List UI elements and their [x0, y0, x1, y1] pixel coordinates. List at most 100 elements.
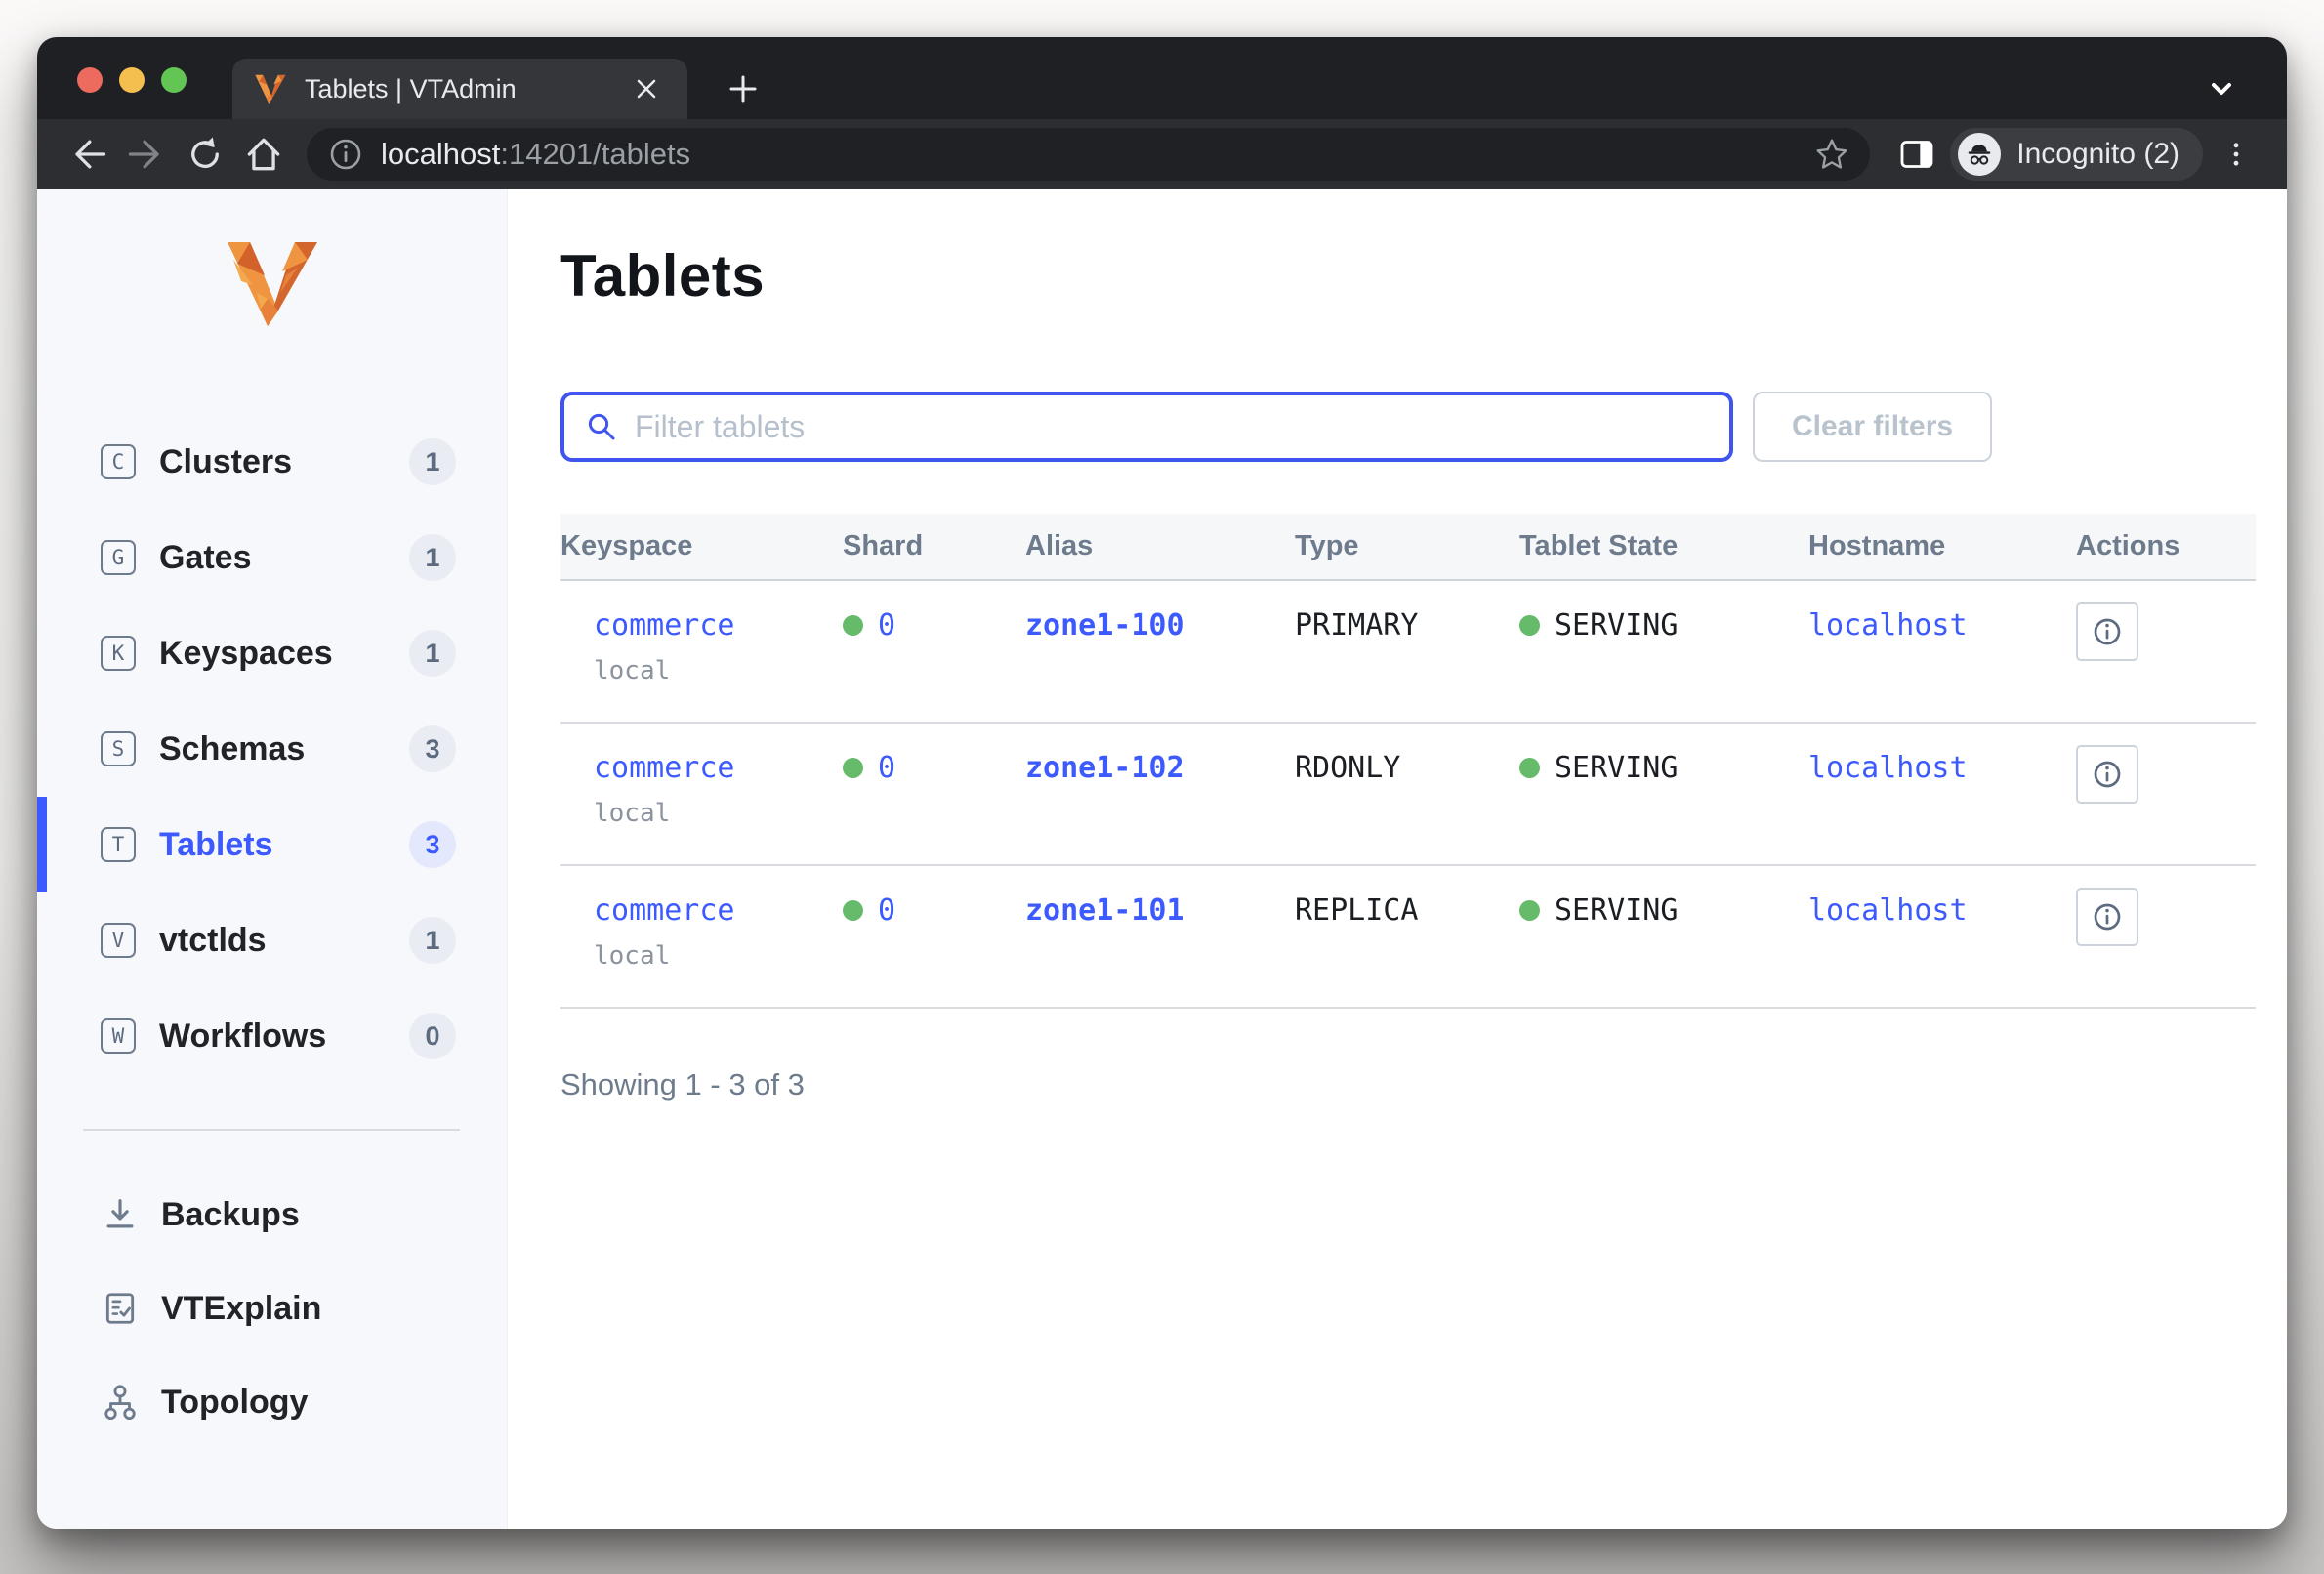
- keyspace-link[interactable]: commerce: [594, 751, 735, 785]
- nav-item-label: vtctlds: [159, 921, 267, 959]
- table-row: commerce local 0 zone1-100: [560, 581, 2256, 724]
- tablet-state-cell: SERVING: [1519, 751, 1808, 785]
- nav-letter-icon: V: [101, 923, 136, 958]
- nav-letter-icon: K: [101, 636, 136, 671]
- sidebar-nav-item[interactable]: S Schemas 3: [37, 701, 507, 797]
- back-button[interactable]: [62, 129, 113, 180]
- shard-link[interactable]: 0: [878, 893, 896, 928]
- actions-cell: [2076, 888, 2256, 946]
- backups-icon: [101, 1195, 140, 1234]
- count-badge: 3: [409, 821, 456, 868]
- selected-indicator-bar: [37, 510, 47, 605]
- nav-letter-icon: C: [101, 444, 136, 479]
- column-header: Hostname: [1808, 530, 1946, 561]
- sidebar-nav-item[interactable]: W Workflows 0: [37, 988, 507, 1084]
- tablet-state-label: SERVING: [1555, 893, 1679, 928]
- browser-tab[interactable]: Tablets | VTAdmin: [232, 59, 687, 119]
- traffic-lights: [77, 67, 187, 93]
- hostname-cell: localhost: [1808, 893, 2076, 928]
- sidebar-item-backups[interactable]: Backups: [37, 1168, 507, 1262]
- hostname-cell: localhost: [1808, 608, 2076, 642]
- hostname-link[interactable]: localhost: [1808, 608, 1968, 642]
- selected-indicator-bar: [37, 797, 47, 892]
- close-window-button[interactable]: [77, 67, 103, 93]
- url-text: localhost:14201/tablets: [381, 137, 691, 171]
- tablet-alias-link[interactable]: zone1-100: [1025, 608, 1184, 642]
- actions-cell: [2076, 602, 2256, 661]
- cluster-label: local: [594, 941, 671, 971]
- state-health-dot: [1519, 900, 1540, 921]
- home-button[interactable]: [238, 129, 289, 180]
- tab-strip: Tablets | VTAdmin: [37, 37, 2287, 119]
- side-panel-icon[interactable]: [1891, 129, 1942, 180]
- minimize-window-button[interactable]: [119, 67, 145, 93]
- selected-indicator-bar: [37, 701, 47, 797]
- sidebar-nav-item[interactable]: C Clusters 1: [37, 414, 507, 510]
- browser-menu-icon[interactable]: [2211, 129, 2262, 180]
- url-bar[interactable]: localhost:14201/tablets: [307, 128, 1871, 181]
- tablet-state-label: SERVING: [1555, 751, 1679, 785]
- reload-button[interactable]: [180, 129, 230, 180]
- column-header: Actions: [2076, 530, 2180, 561]
- results-summary: Showing 1 - 3 of 3: [560, 1067, 805, 1101]
- hostname-link[interactable]: localhost: [1808, 893, 1968, 928]
- shard-link[interactable]: 0: [878, 608, 896, 642]
- shard-link[interactable]: 0: [878, 751, 896, 785]
- table-header-row: Keyspace Shard Alias Type Tablet State Hostna…: [560, 514, 2256, 581]
- clear-filters-button[interactable]: Clear filters: [1753, 392, 1993, 462]
- tablet-info-button[interactable]: [2076, 745, 2138, 804]
- column-header: Alias: [1025, 530, 1094, 561]
- tab-search-chevron-icon[interactable]: [2199, 66, 2244, 111]
- filter-tablets-input[interactable]: [635, 408, 1710, 445]
- keyspace-cell: commerce local: [560, 608, 843, 685]
- hostname-link[interactable]: localhost: [1808, 751, 1968, 785]
- nav-item-label: Workflows: [159, 1016, 327, 1055]
- sidebar-item-vtexplain[interactable]: VTExplain: [37, 1262, 507, 1355]
- zoom-window-button[interactable]: [161, 67, 187, 93]
- cluster-label: local: [594, 656, 671, 685]
- sidebar-nav: C Clusters 1 G Gates 1 K Keyspaces: [37, 414, 507, 1084]
- keyspace-link[interactable]: commerce: [594, 608, 735, 642]
- sidebar: C Clusters 1 G Gates 1 K Keyspaces: [37, 189, 508, 1529]
- shard-cell: 0: [843, 751, 1025, 785]
- nav-letter-icon: W: [101, 1018, 136, 1054]
- state-health-dot: [1519, 615, 1540, 636]
- incognito-badge[interactable]: Incognito (2): [1950, 128, 2203, 181]
- tablet-alias-link[interactable]: zone1-101: [1025, 893, 1184, 928]
- shard-health-dot: [843, 758, 863, 778]
- nav-letter-icon: G: [101, 540, 136, 575]
- new-tab-button[interactable]: [721, 66, 766, 111]
- sidebar-nav-item[interactable]: V vtctlds 1: [37, 892, 507, 988]
- nav-item-label: Tablets: [159, 825, 273, 863]
- browser-window: Tablets | VTAdmin: [37, 37, 2287, 1529]
- tab-close-icon[interactable]: [627, 69, 666, 108]
- forward-button[interactable]: [121, 129, 172, 180]
- incognito-icon: [1958, 133, 2002, 176]
- sidebar-item-topology[interactable]: Topology: [37, 1355, 507, 1449]
- selected-indicator-bar: [37, 988, 47, 1084]
- sidebar-nav-item[interactable]: K Keyspaces 1: [37, 605, 507, 701]
- info-icon: [2094, 618, 2121, 645]
- tablet-type-cell: PRIMARY: [1295, 608, 1419, 642]
- alias-cell: zone1-102: [1025, 751, 1295, 785]
- shard-health-dot: [843, 615, 863, 636]
- cluster-label: local: [594, 799, 671, 828]
- column-header: Shard: [843, 530, 924, 561]
- keyspace-link[interactable]: commerce: [594, 893, 735, 928]
- sidebar-nav-item[interactable]: T Tablets 3: [37, 797, 507, 892]
- tablet-alias-link[interactable]: zone1-102: [1025, 751, 1184, 785]
- count-badge: 1: [409, 534, 456, 581]
- search-icon: [588, 413, 615, 440]
- nav-item-label: Gates: [159, 538, 252, 576]
- count-badge: 1: [409, 630, 456, 677]
- site-info-icon[interactable]: [328, 137, 363, 172]
- tablet-info-button[interactable]: [2076, 602, 2138, 661]
- sidebar-nav-item[interactable]: G Gates 1: [37, 510, 507, 605]
- bookmark-star-icon[interactable]: [1813, 136, 1850, 173]
- tablet-state-cell: SERVING: [1519, 608, 1808, 642]
- nav-item-label: Schemas: [159, 729, 306, 767]
- tablet-info-button[interactable]: [2076, 888, 2138, 946]
- info-icon: [2094, 761, 2121, 788]
- shard-cell: 0: [843, 893, 1025, 928]
